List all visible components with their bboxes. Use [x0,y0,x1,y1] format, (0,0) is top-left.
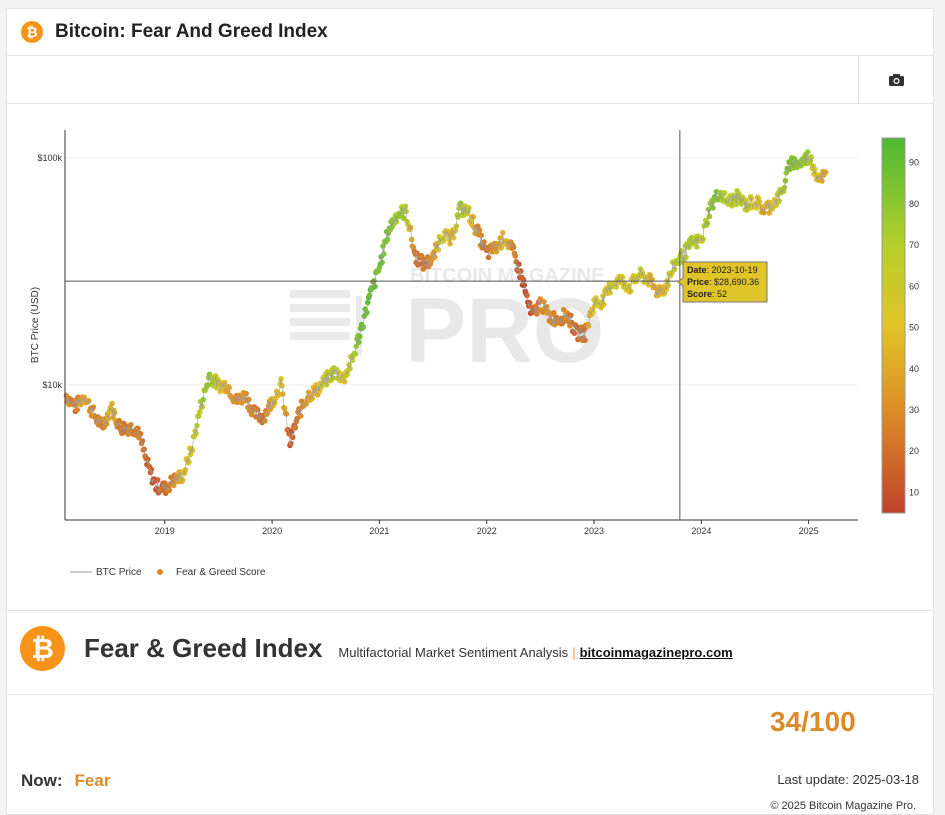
score-point[interactable] [550,310,557,316]
now-value: Fear [74,771,111,790]
score-point[interactable] [297,413,304,419]
tooltip-date: 2023-10-19 [712,265,758,275]
svg-text:Score: 52: Score: 52 [687,289,727,299]
x-tick-label: 2024 [691,526,711,536]
chart-card: ₿ Bitcoin: Fear And Greed Index [6,8,934,815]
legend-btc-price[interactable]: BTC Price [96,567,142,578]
score-point[interactable] [466,205,472,211]
index-header: ₿ Fear & Greed Index Multifactorial Mark… [20,626,733,671]
tooltip-price-label: Price [687,277,709,287]
svg-text:Date: 2023-10-19: Date: 2023-10-19 [687,265,758,275]
x-tick-label: 2023 [584,526,604,536]
tooltip-score: 52 [717,289,727,299]
y-tick-label: $100k [37,153,62,163]
x-tick-label: 2022 [477,526,497,536]
now-status: Now: Fear [21,771,110,791]
x-tick-label: 2021 [369,526,389,536]
score-value: 34/100 [770,706,856,737]
index-subtitle: Multifactorial Market Sentiment Analysis [338,645,569,660]
camera-button[interactable] [858,56,933,104]
toolbar [7,56,933,104]
svg-text:Price: $28,690.36: Price: $28,690.36 [687,277,759,287]
site-link[interactable]: bitcoinmagazinepro.com [579,645,733,660]
copyright: © 2025 Bitcoin Magazine Pro. [770,800,916,812]
score-point[interactable] [582,337,588,344]
y-tick-label: $10k [42,380,62,390]
x-tick-label: 2020 [262,526,282,536]
x-tick-label: 2025 [799,526,819,536]
score-point[interactable] [728,203,735,209]
score-point[interactable] [601,301,607,308]
score-point[interactable] [424,254,431,260]
score-point[interactable] [773,202,780,208]
bitcoin-icon: ₿ [21,21,43,43]
price-chart[interactable]: BITCOIN MAGAZINE PRO BTC Price (USD) $10… [0,0,945,600]
colorbar [881,137,906,514]
tooltip-date-label: Date [687,265,707,275]
watermark: BITCOIN MAGAZINE PRO [290,265,604,382]
colorbar-tick-label: 70 [909,240,919,250]
score-point[interactable] [435,246,442,253]
colorbar-tick-label: 60 [909,281,919,291]
score-point[interactable] [243,390,249,397]
last-update: Last update: 2025-03-18 [777,772,919,787]
legend: BTC Price Fear & Greed Score [70,567,266,578]
score-point[interactable] [500,229,506,236]
colorbar-tick-label: 40 [909,364,919,374]
tooltip-price: $28,690.36 [714,277,759,287]
now-label: Now: [21,771,63,790]
colorbar-tick-label: 90 [909,158,919,168]
score-point[interactable] [356,339,362,345]
colorbar-tick-label: 50 [909,323,919,333]
colorbar-tick-label: 10 [909,487,919,497]
colorbar-tick-label: 30 [909,405,919,415]
colorbar-tick-label: 80 [909,199,919,209]
camera-icon [888,74,904,86]
legend-score-swatch [157,569,163,575]
tooltip: Date: 2023-10-19 Price: $28,690.36 Score… [677,261,768,303]
separator: | [572,645,576,660]
bitcoin-logo-icon: ₿ [20,626,65,671]
btc-price-line [66,151,826,494]
x-tick-label: 2019 [155,526,175,536]
y-axis-label: BTC Price (USD) [30,287,41,363]
legend-fear-greed-score[interactable]: Fear & Greed Score [176,567,266,578]
colorbar-tick-label: 20 [909,446,919,456]
header: ₿ Bitcoin: Fear And Greed Index [7,9,933,56]
index-title: Fear & Greed Index [84,633,323,663]
tooltip-score-label: Score [687,289,712,299]
page-title: Bitcoin: Fear And Greed Index [55,21,328,42]
